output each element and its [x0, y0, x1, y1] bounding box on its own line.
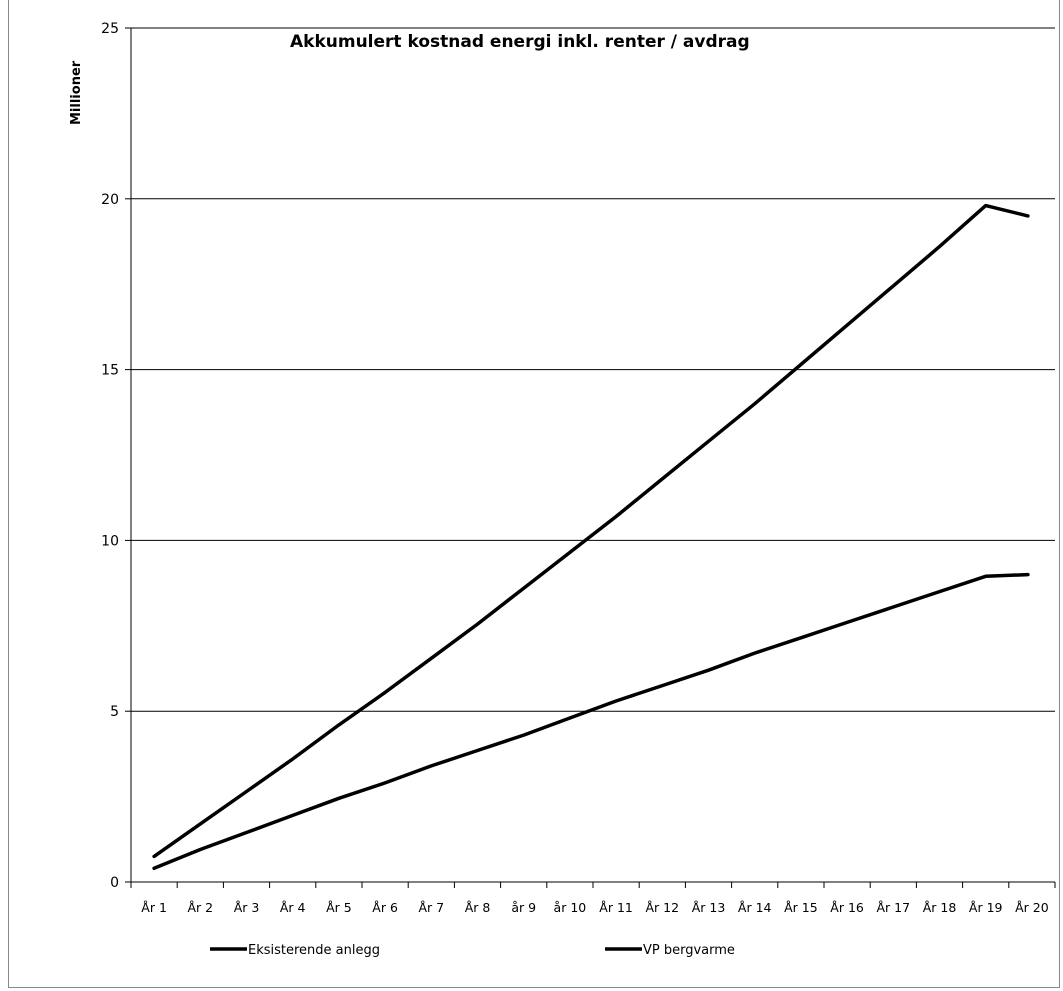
series-line-1	[152, 203, 1030, 859]
y-tick-label: 5	[110, 704, 119, 720]
axes	[125, 27, 1056, 888]
x-tick-label: År 19	[969, 900, 1003, 915]
gridlines	[131, 27, 1055, 712]
y-axis-label: Millioner	[69, 60, 84, 125]
series-lines	[152, 203, 1030, 871]
x-tick-label: År 15	[784, 900, 818, 915]
x-tick-label: År 12	[646, 900, 680, 915]
x-tick-label: År 8	[465, 900, 491, 915]
legend: Eksisterende anlegg VP bergvarme	[210, 943, 735, 958]
x-tick-label: år 10	[554, 900, 587, 915]
x-tick-label: År 6	[372, 900, 398, 915]
x-tick-label: år 9	[511, 900, 536, 915]
x-tick-label: År 4	[280, 900, 306, 915]
chart-frame	[8, 0, 1060, 988]
x-tick-label: År 1	[141, 900, 167, 915]
series-line-2	[152, 572, 1030, 871]
y-tick-label: 20	[101, 192, 119, 208]
x-tick-label: År 16	[830, 900, 864, 915]
x-tick-label: År 18	[923, 900, 957, 915]
x-tick-label: År 11	[599, 900, 633, 915]
y-tick-label: 0	[110, 875, 119, 891]
x-tick-label: År 3	[234, 900, 260, 915]
chart-title: Akkumulert kostnad energi inkl. renter /…	[290, 32, 750, 52]
legend-label-2: VP bergvarme	[643, 943, 735, 958]
x-tick-label: År 13	[692, 900, 726, 915]
x-tick-label: År 5	[326, 900, 352, 915]
y-tick-label: 15	[101, 363, 119, 379]
y-tick-label: 10	[101, 533, 119, 549]
legend-label-1: Eksisterende anlegg	[248, 943, 380, 958]
x-tick-label: År 17	[877, 900, 911, 915]
x-tick-label: År 20	[1015, 900, 1049, 915]
y-tick-label: 25	[101, 21, 119, 37]
x-tick-label: År 14	[738, 900, 772, 915]
tick-labels: 0 5 10 15 20 25 År 1 År 2 År 3 År 4 År 5 År 6 År 7 År…	[101, 21, 1049, 915]
x-tick-label: År 7	[418, 900, 444, 915]
x-tick-label: År 2	[187, 900, 213, 915]
